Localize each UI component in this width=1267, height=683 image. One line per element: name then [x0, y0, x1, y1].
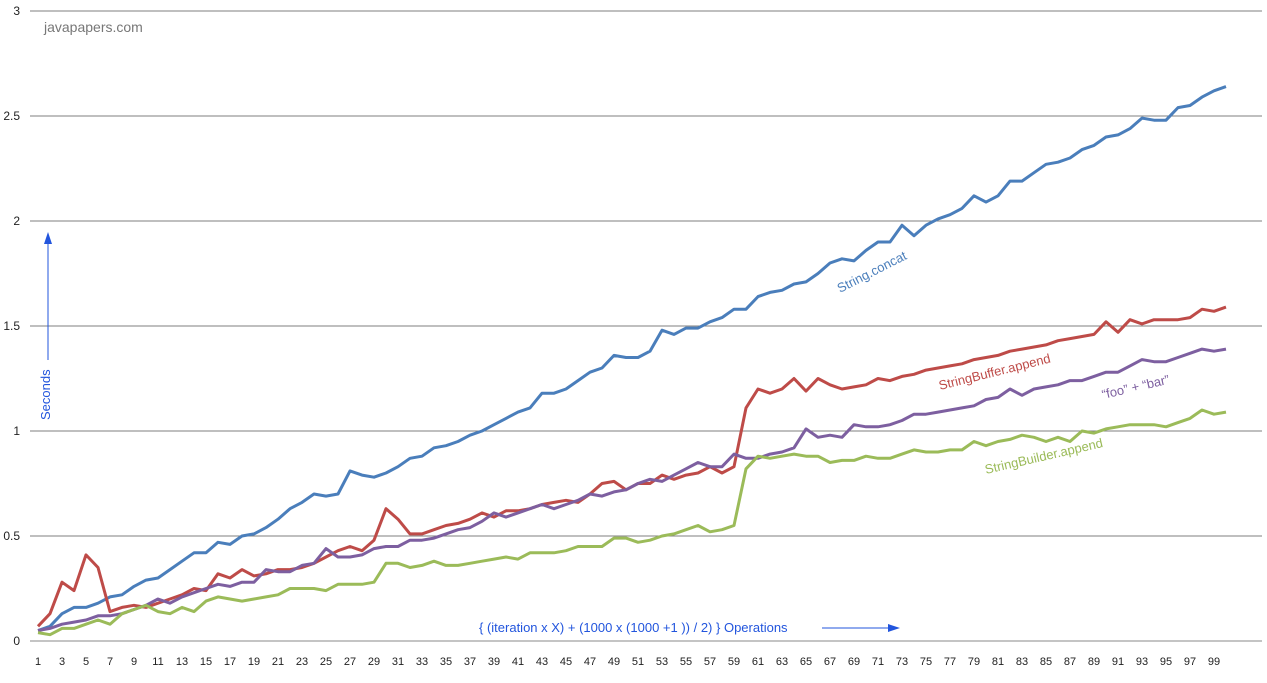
x-tick-label: 51: [632, 656, 644, 668]
x-tick-label: 69: [848, 656, 860, 668]
x-tick-label: 59: [728, 656, 740, 668]
x-tick-label: 15: [200, 656, 212, 668]
y-axis-arrowhead: [44, 232, 52, 244]
x-tick-label: 27: [344, 656, 356, 668]
x-tick-label: 29: [368, 656, 380, 668]
x-tick-label: 17: [224, 656, 236, 668]
x-tick-label: 91: [1112, 656, 1124, 668]
x-tick-label: 53: [656, 656, 668, 668]
x-tick-label: 1: [35, 656, 41, 668]
x-tick-label: 39: [488, 656, 500, 668]
y-tick-label: 3: [13, 4, 20, 18]
x-axis-label: { (iteration x X) + (1000 x (1000 +1 )) …: [479, 620, 788, 635]
x-tick-label: 65: [800, 656, 812, 668]
y-tick-label: 2.5: [3, 109, 20, 123]
x-axis-arrowhead: [888, 624, 900, 632]
x-tick-label: 99: [1208, 656, 1220, 668]
x-tick-label: 13: [176, 656, 188, 668]
y-tick-label: 0.5: [3, 529, 20, 543]
x-tick-label: 11: [152, 656, 163, 668]
x-tick-label: 89: [1088, 656, 1100, 668]
x-tick-label: 79: [968, 656, 980, 668]
series-line-foo-bar: [37, 347, 1227, 632]
x-tick-label: 43: [536, 656, 548, 668]
x-tick-label: 49: [608, 656, 620, 668]
y-tick-label: 2: [13, 214, 20, 228]
x-tick-label: 57: [704, 656, 716, 668]
x-tick-label: 31: [392, 656, 404, 668]
x-tick-label: 7: [107, 656, 113, 668]
series-label-foo-bar: “foo” + “bar”: [1100, 372, 1171, 402]
y-tick-label: 0: [13, 634, 20, 648]
x-tick-label: 37: [464, 656, 476, 668]
x-tick-label: 45: [560, 656, 572, 668]
x-tick-label: 41: [512, 656, 524, 668]
x-tick-label: 61: [752, 656, 764, 668]
x-tick-label: 33: [416, 656, 428, 668]
x-tick-label: 67: [824, 656, 836, 668]
x-tick-label: 73: [896, 656, 908, 668]
x-tick-label: 3: [59, 656, 65, 668]
x-tick-label: 47: [584, 656, 596, 668]
x-tick-label: 85: [1040, 656, 1052, 668]
x-tick-label: 83: [1016, 656, 1028, 668]
x-tick-label: 5: [83, 656, 89, 668]
x-tick-label: 75: [920, 656, 932, 668]
x-tick-label: 19: [248, 656, 260, 668]
x-tick-label: 35: [440, 656, 452, 668]
x-tick-label: 55: [680, 656, 692, 668]
x-tick-label: 25: [320, 656, 332, 668]
x-tick-label: 87: [1064, 656, 1076, 668]
series-line-stringbuilder-append: [37, 408, 1227, 637]
x-tick-label: 9: [131, 656, 137, 668]
x-tick-label: 81: [992, 656, 1004, 668]
series-line-string-concat: [37, 85, 1227, 632]
x-tick-label: 71: [872, 656, 884, 668]
x-tick-label: 77: [944, 656, 956, 668]
x-tick-label: 93: [1136, 656, 1148, 668]
series-label-string-concat: String.concat: [835, 248, 910, 296]
y-tick-label: 1.5: [3, 319, 20, 333]
y-tick-label: 1: [13, 424, 20, 438]
watermark-text: javapapers.com: [43, 19, 143, 35]
x-tick-label: 21: [272, 656, 284, 668]
x-tick-label: 97: [1184, 656, 1196, 668]
x-tick-label: 95: [1160, 656, 1172, 668]
y-axis-label: Seconds: [38, 369, 53, 420]
x-tick-label: 23: [296, 656, 308, 668]
x-tick-label: 63: [776, 656, 788, 668]
